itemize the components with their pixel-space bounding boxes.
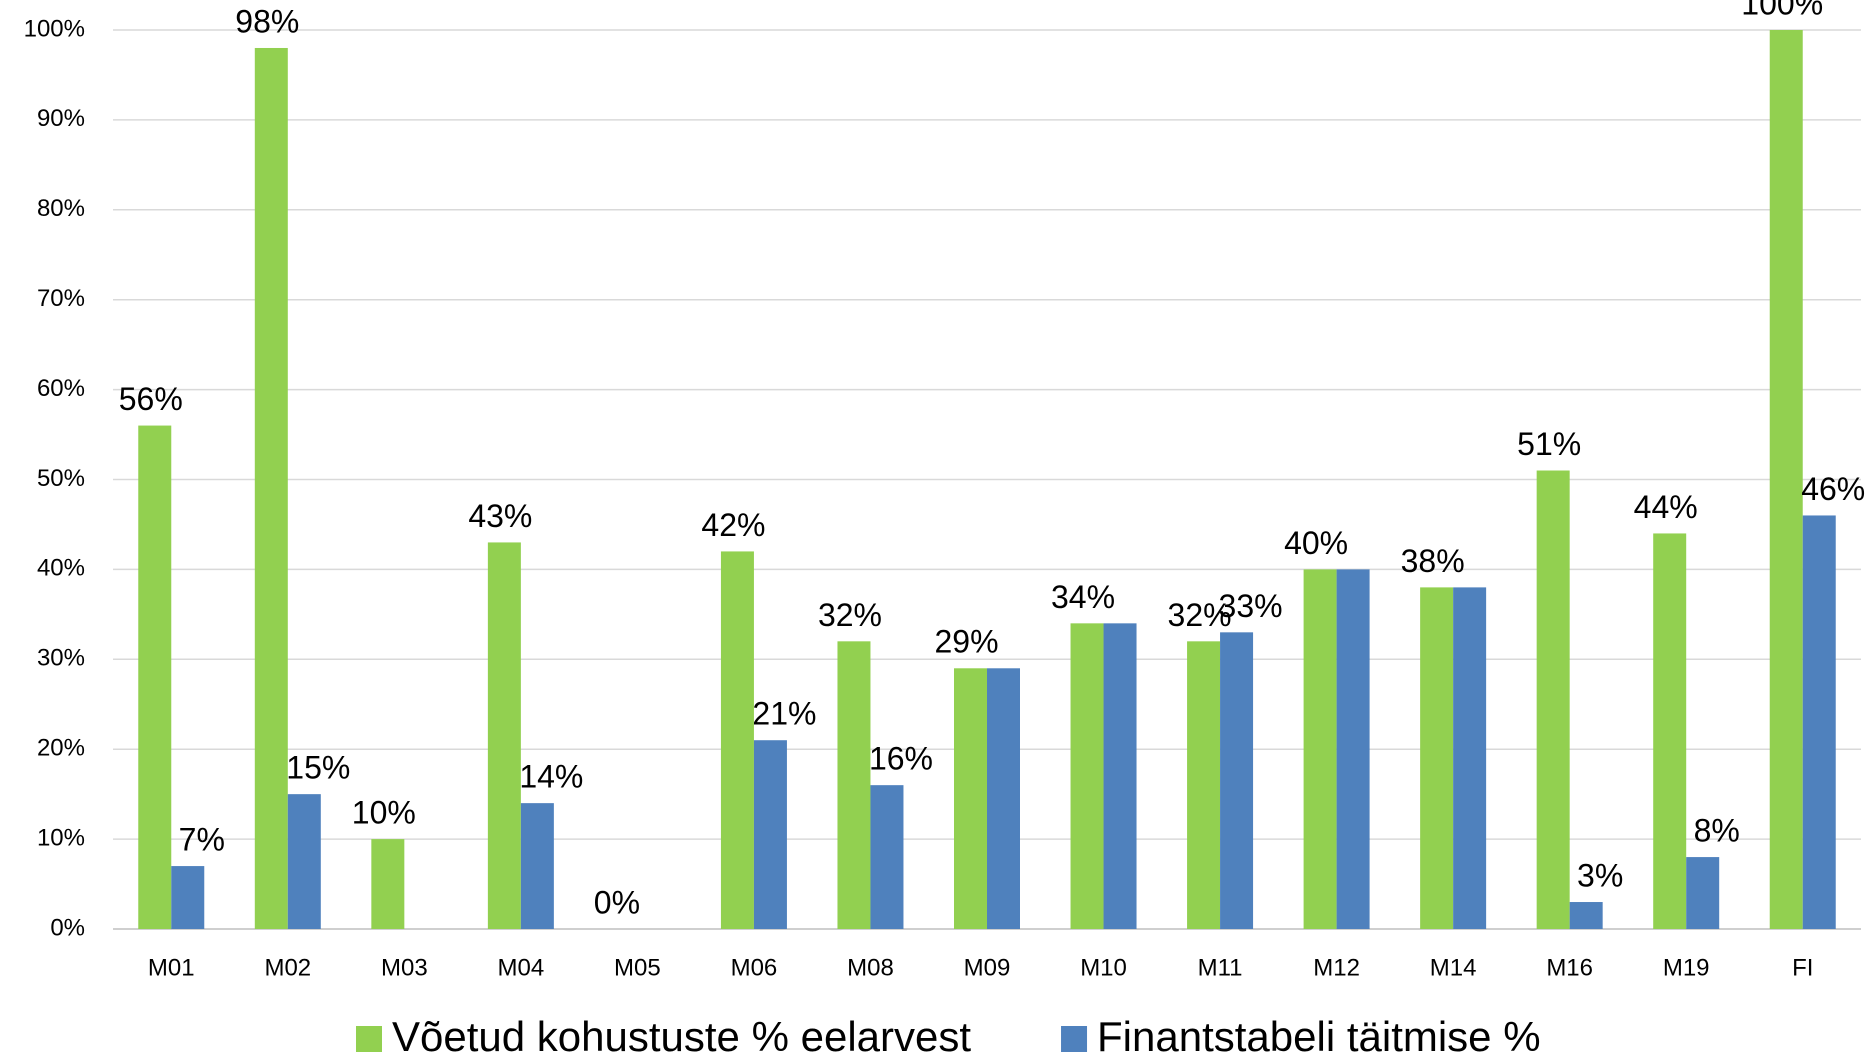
bar bbox=[987, 668, 1020, 929]
bar bbox=[138, 425, 172, 929]
data-label: 29% bbox=[934, 624, 998, 660]
data-label: 100% bbox=[1741, 0, 1823, 21]
bar bbox=[371, 839, 405, 929]
bar bbox=[1220, 632, 1254, 929]
x-tick-label: M03 bbox=[381, 954, 428, 981]
data-label: 43% bbox=[468, 498, 532, 534]
y-tick-label: 100% bbox=[24, 15, 85, 42]
bar bbox=[1187, 641, 1221, 929]
x-tick-label: M01 bbox=[148, 954, 195, 981]
data-label: 44% bbox=[1634, 489, 1698, 525]
data-label: 8% bbox=[1694, 813, 1740, 849]
bar bbox=[1569, 902, 1603, 929]
data-label: 32% bbox=[1168, 597, 1232, 633]
bar bbox=[870, 785, 904, 929]
y-tick-label: 40% bbox=[37, 555, 85, 582]
data-label: 51% bbox=[1517, 426, 1581, 462]
data-label: 16% bbox=[869, 741, 933, 777]
y-tick-label: 60% bbox=[37, 375, 85, 402]
x-tick-label: M12 bbox=[1313, 954, 1360, 981]
y-tick-label: 50% bbox=[37, 465, 85, 492]
data-label: 10% bbox=[352, 795, 416, 831]
bar bbox=[487, 542, 521, 929]
data-label: 42% bbox=[701, 507, 765, 543]
data-label: 14% bbox=[519, 759, 583, 795]
y-tick-label: 30% bbox=[37, 645, 85, 672]
bar bbox=[1420, 587, 1454, 929]
x-tick-label: M05 bbox=[614, 954, 661, 981]
data-label: 33% bbox=[1219, 588, 1283, 624]
bar bbox=[837, 641, 871, 929]
x-tick-label: M10 bbox=[1080, 954, 1127, 981]
x-tick-label: M11 bbox=[1198, 954, 1243, 981]
y-tick-label: 0% bbox=[50, 914, 85, 941]
x-tick-label: M06 bbox=[731, 954, 778, 981]
x-tick-label: M08 bbox=[847, 954, 894, 981]
data-label: 7% bbox=[179, 822, 225, 858]
bar bbox=[1453, 587, 1487, 929]
x-tick-label: M02 bbox=[264, 954, 311, 981]
legend-label: Finantstabeli täitmise % bbox=[1097, 1013, 1541, 1059]
data-label: 56% bbox=[119, 381, 183, 417]
bar bbox=[171, 866, 205, 929]
x-tick-label: M14 bbox=[1430, 954, 1477, 981]
data-label: 15% bbox=[286, 750, 350, 786]
y-tick-label: 80% bbox=[37, 195, 85, 222]
y-tick-label: 90% bbox=[37, 105, 85, 132]
bar bbox=[720, 551, 754, 929]
data-label: 40% bbox=[1284, 525, 1348, 561]
x-tick-label: M04 bbox=[498, 954, 545, 981]
bar bbox=[1536, 470, 1570, 929]
bar bbox=[954, 668, 987, 929]
data-label: 3% bbox=[1577, 857, 1623, 893]
bar bbox=[520, 803, 554, 929]
data-label: 98% bbox=[235, 3, 299, 39]
bar bbox=[1653, 533, 1687, 929]
data-label: 46% bbox=[1801, 471, 1865, 507]
x-tick-label: FI bbox=[1792, 954, 1813, 981]
bar bbox=[1303, 569, 1337, 929]
x-tick-label: M16 bbox=[1546, 954, 1593, 981]
bar bbox=[1802, 515, 1836, 929]
y-tick-label: 10% bbox=[37, 824, 85, 851]
legend-label: Võetud kohustuste % eelarvest bbox=[392, 1013, 971, 1059]
y-tick-label: 70% bbox=[37, 285, 85, 312]
data-label: 0% bbox=[594, 884, 640, 920]
bar bbox=[1103, 623, 1137, 929]
x-tick-label: M19 bbox=[1663, 954, 1710, 981]
data-label: 21% bbox=[752, 696, 816, 732]
legend-swatch bbox=[1061, 1026, 1088, 1052]
y-tick-label: 20% bbox=[37, 735, 85, 762]
bar bbox=[1070, 623, 1104, 929]
x-tick-label: M09 bbox=[964, 954, 1011, 981]
data-label: 32% bbox=[818, 597, 882, 633]
bar bbox=[287, 794, 321, 929]
bar bbox=[254, 47, 288, 930]
data-label: 34% bbox=[1051, 579, 1115, 615]
legend-swatch bbox=[356, 1026, 382, 1052]
bar bbox=[1769, 30, 1803, 929]
bar bbox=[753, 740, 787, 929]
bar bbox=[1686, 857, 1720, 929]
bar bbox=[1336, 569, 1370, 929]
data-label: 38% bbox=[1401, 543, 1465, 579]
